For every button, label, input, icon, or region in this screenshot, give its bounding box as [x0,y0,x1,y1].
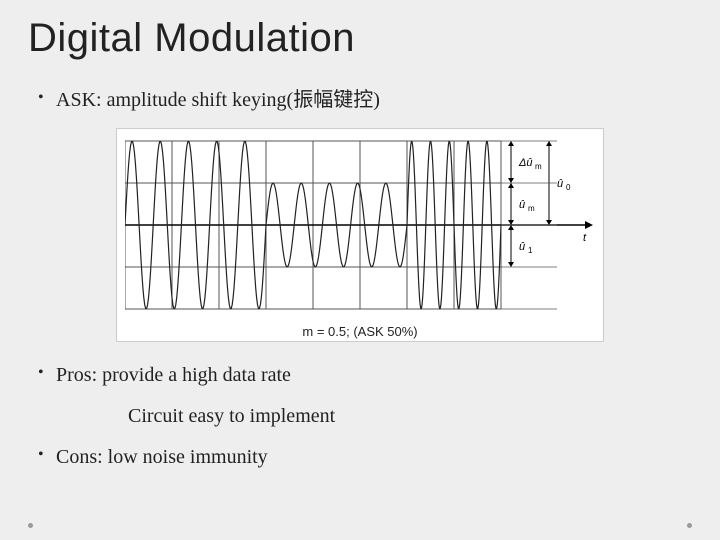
svg-text:m: m [528,204,535,213]
svg-text:û: û [519,241,525,253]
svg-text:Δû: Δû [518,157,533,169]
bullet-cons: Cons: low noise immunity [28,444,692,471]
chart-caption: m = 0.5; (ASK 50%) [125,324,595,339]
svg-text:û: û [557,178,563,190]
bullet-pros: Pros: provide a high data rate [28,362,692,389]
svg-text:û: û [519,199,525,211]
dot-right [687,523,692,528]
dot-left [28,523,33,528]
chart-frame: Δûmûmû1û0t m = 0.5; (ASK 50%) [116,128,604,342]
slide: Digital Modulation ASK: amplitude shift … [0,0,720,540]
ask-waveform-chart: Δûmûmû1û0t [125,135,595,315]
svg-text:m: m [535,162,542,171]
svg-text:0: 0 [566,183,571,192]
bullet-pros-sub: Circuit easy to implement [28,403,692,430]
page-title: Digital Modulation [28,16,692,61]
bullet-ask: ASK: amplitude shift keying(振幅键控) [28,87,692,114]
chart-container: Δûmûmû1û0t m = 0.5; (ASK 50%) [28,128,692,342]
footer-dots [0,523,720,528]
svg-text:1: 1 [528,246,533,255]
